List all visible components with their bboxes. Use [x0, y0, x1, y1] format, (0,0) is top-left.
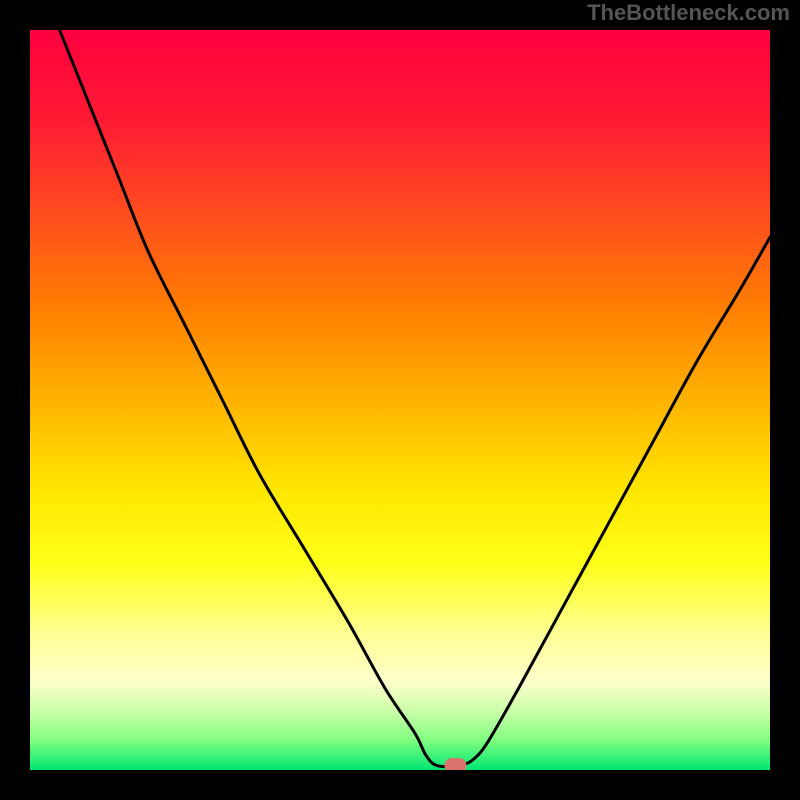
chart-svg — [30, 30, 770, 770]
optimal-point-marker — [444, 758, 466, 770]
plot-area — [30, 30, 770, 770]
chart-container: TheBottleneck.com — [0, 0, 800, 800]
watermark-text: TheBottleneck.com — [587, 0, 790, 26]
plot-background — [30, 30, 770, 770]
